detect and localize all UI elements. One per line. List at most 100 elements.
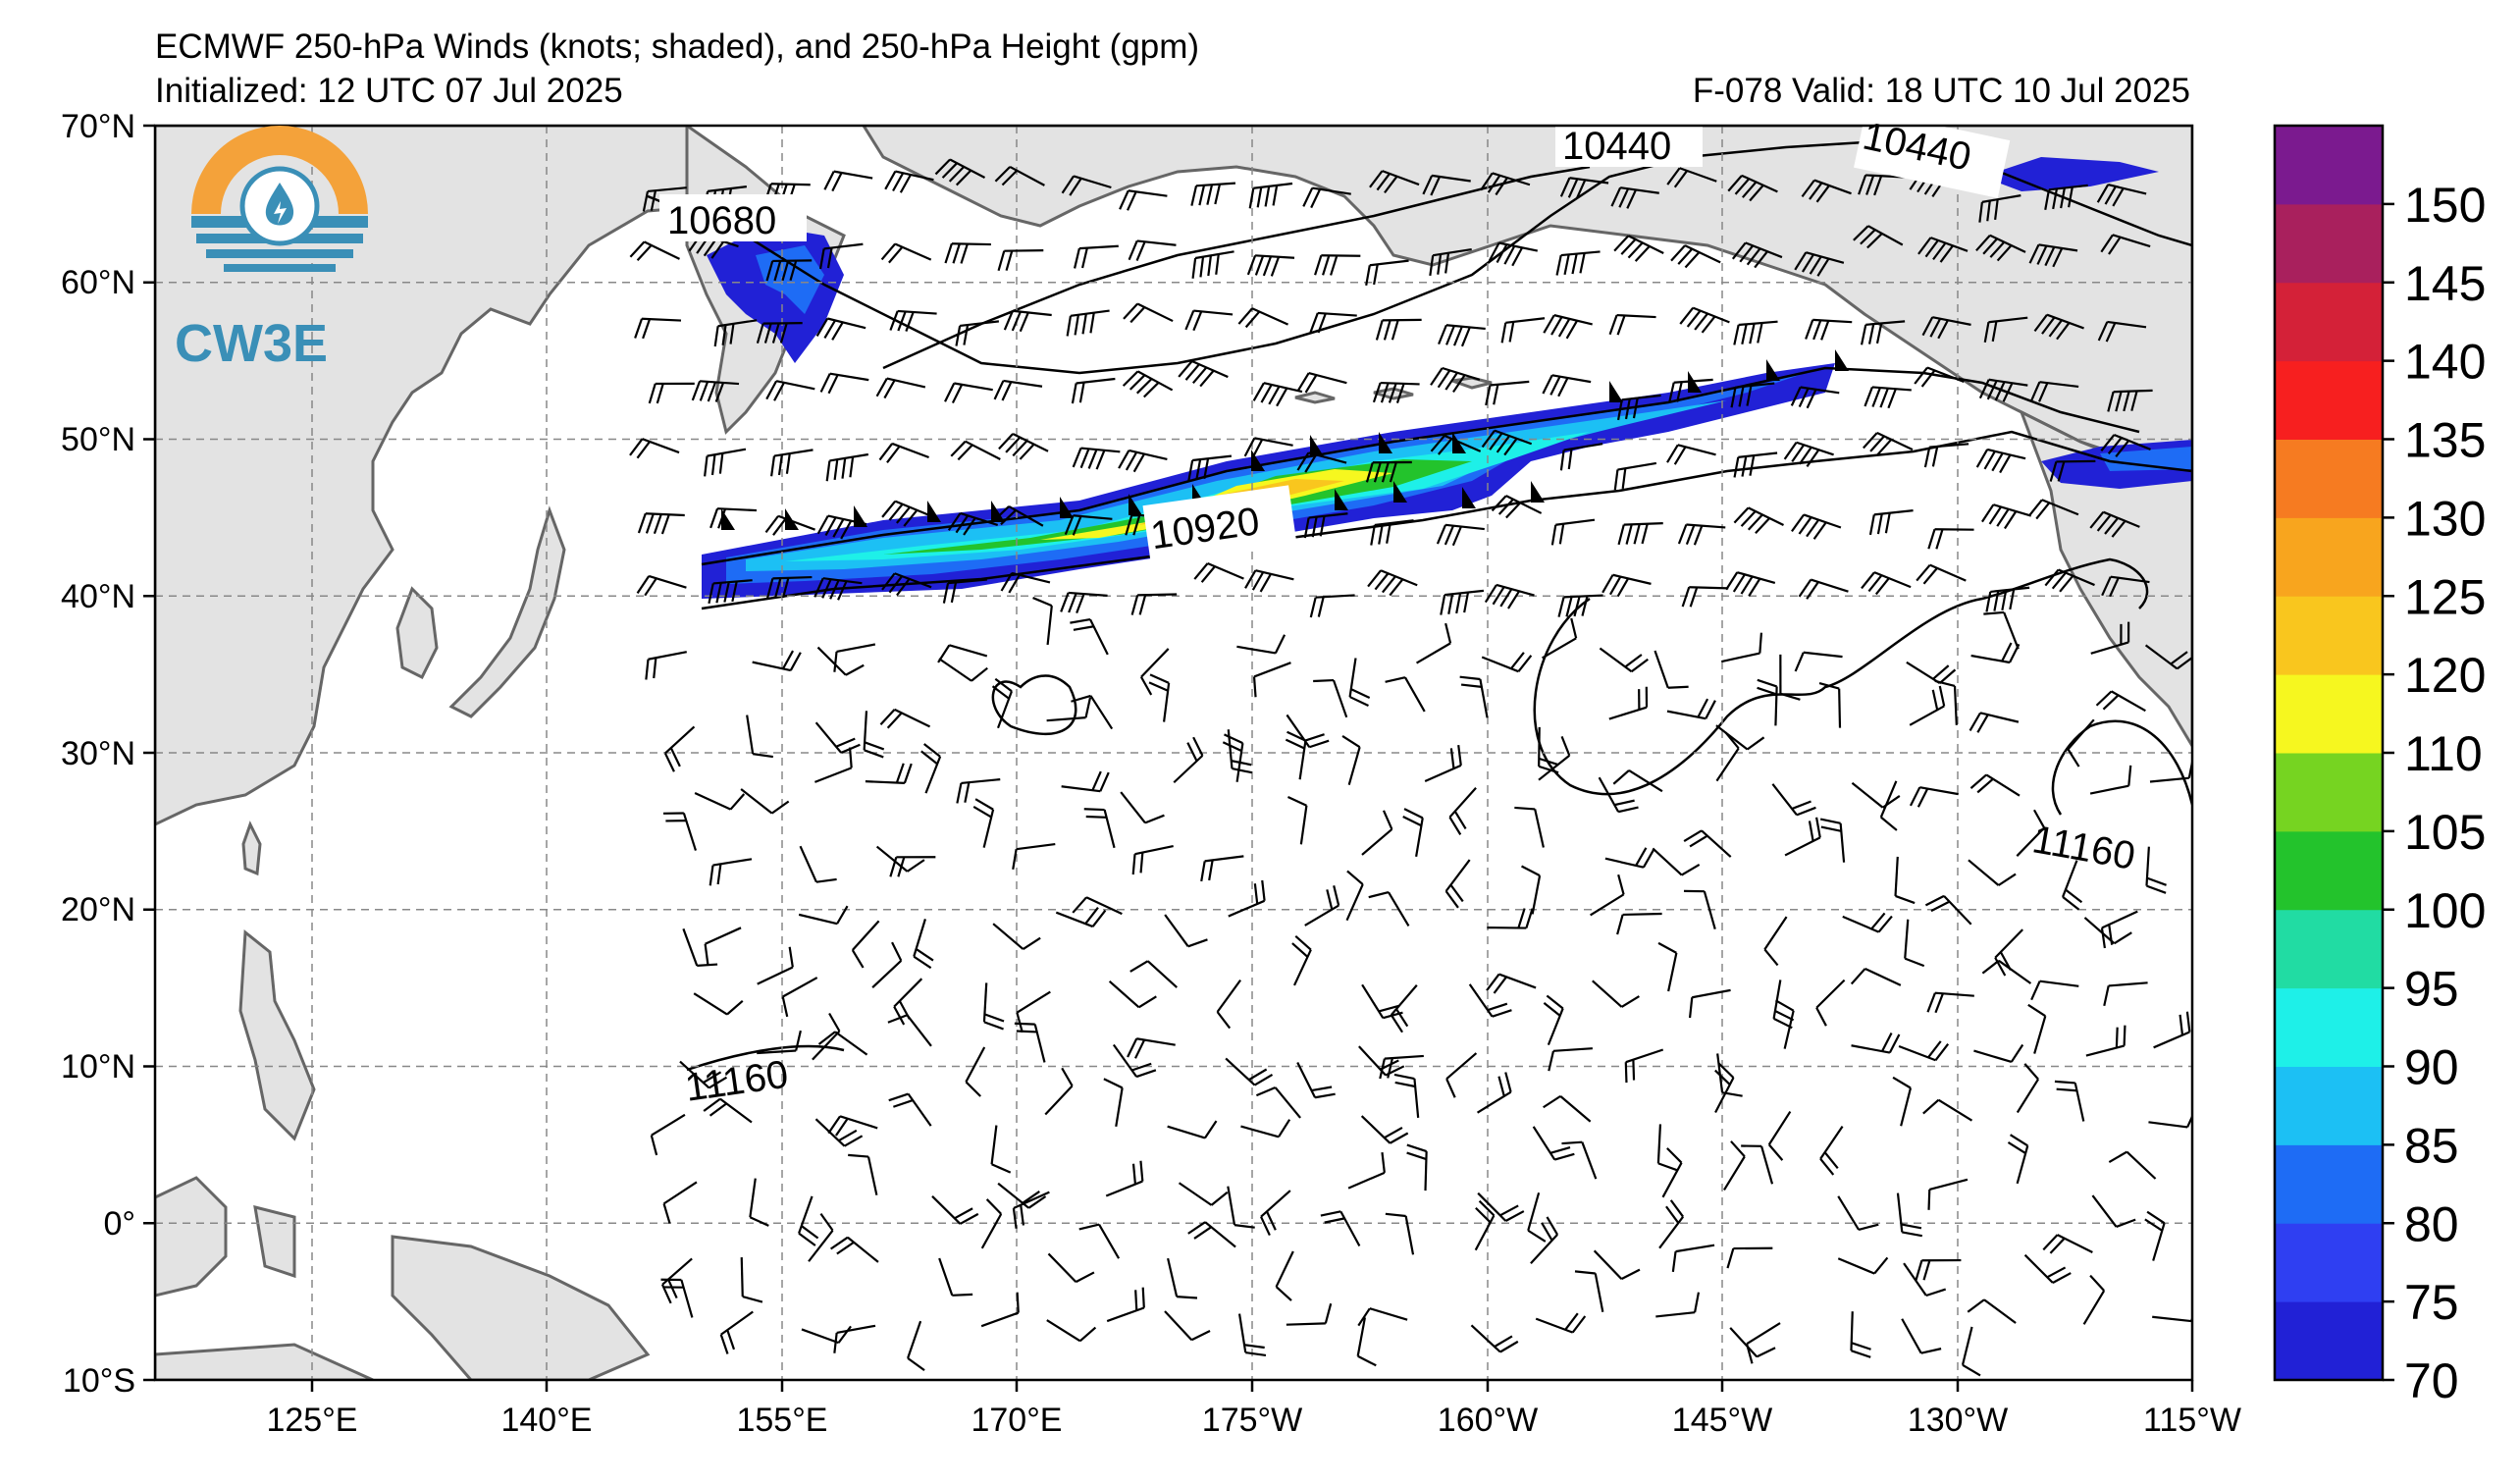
wind-barb [1345, 870, 1364, 922]
wind-barb [781, 977, 818, 1018]
wind-barb [1532, 1126, 1575, 1161]
wind-barb [1969, 773, 2021, 797]
wind-barb [740, 788, 790, 815]
wind-barb [1661, 1147, 1683, 1198]
wind-barb [1167, 1257, 1198, 1299]
wind-barb [2103, 981, 2148, 1007]
australia-landmass [155, 1343, 374, 1380]
wind-barb [637, 512, 685, 535]
wind-barb [740, 1257, 763, 1303]
wind-barb [1975, 234, 2026, 262]
wind-barb [833, 643, 876, 672]
wind-barb [1858, 174, 1906, 196]
wind-barb [1000, 571, 1051, 594]
wind-barb [881, 572, 932, 597]
wind-barb [2089, 510, 2140, 538]
wind-barb [708, 579, 753, 605]
wind-barb [1733, 320, 1778, 345]
wind-barb [808, 1213, 834, 1262]
wind-barb [871, 941, 903, 988]
wind-barb [1714, 1062, 1735, 1114]
wind-barb [1978, 194, 2021, 223]
wind-barb [1430, 366, 1481, 394]
cw3e-logo: CW3E [175, 126, 368, 373]
wind-barb [1173, 736, 1204, 784]
wind-barb [1784, 817, 1821, 857]
wind-barb [1559, 177, 1609, 199]
wind-barb [1123, 302, 1174, 324]
wind-barb [1105, 1160, 1144, 1197]
wind-barb [1896, 1192, 1923, 1238]
wind-barb [1666, 444, 1716, 465]
wind-barb [1593, 1249, 1641, 1281]
wind-barb [1655, 1292, 1701, 1318]
wind-barb [719, 1310, 754, 1354]
wind-barb [713, 319, 758, 347]
wind-barb [1385, 1212, 1415, 1255]
wind-barb [1715, 724, 1765, 751]
wind-barb [815, 317, 866, 341]
lat-label: 20°N [61, 891, 135, 928]
wind-barb [1216, 979, 1241, 1030]
wind-barb [907, 1320, 925, 1371]
wind-barb [2096, 184, 2147, 207]
map-content [155, 126, 2192, 1380]
wind-barb [1436, 523, 1485, 547]
wind-barb [994, 165, 1045, 186]
wind-barb [1616, 912, 1662, 935]
wind-barb [1892, 1076, 1913, 1127]
wind-barb [1255, 1086, 1301, 1119]
lat-label: 50°N [61, 421, 135, 458]
wind-barb [662, 1181, 698, 1224]
wind-barb [1733, 451, 1778, 478]
wind-barb [991, 677, 1014, 729]
wind-barb [998, 433, 1049, 460]
wind-barb [1486, 973, 1537, 994]
colorbar-segment [2275, 282, 2383, 362]
wind-barb [1260, 1190, 1291, 1237]
colorbar-tick-label: 145 [2404, 256, 2486, 311]
wind-barb [1083, 808, 1116, 849]
wind-barb [1981, 503, 2032, 530]
wind-barb [1302, 186, 1351, 209]
wind-barb-pennant [1335, 489, 1348, 510]
wind-barb [1592, 980, 1640, 1008]
wind-barb [1543, 1094, 1592, 1123]
wind-barb [1624, 1048, 1664, 1084]
wind-barb [955, 320, 1000, 346]
wind-barb [881, 500, 932, 527]
wind-barb [2030, 980, 2079, 1001]
wind-barb [1561, 1140, 1598, 1180]
lon-label: 170°E [971, 1402, 1062, 1439]
wind-barb [691, 380, 740, 402]
wind-barb [818, 242, 864, 270]
wind-barb [1727, 174, 1778, 202]
wind-barb [1968, 859, 2017, 886]
wind-barb [942, 578, 987, 604]
wind-barb [2100, 433, 2151, 457]
wind-barb [1286, 1302, 1333, 1326]
colorbar-segment [2275, 1301, 2383, 1381]
wind-barb [934, 158, 986, 186]
wind-barb [1078, 1223, 1121, 1259]
wind-barb [1296, 1061, 1336, 1099]
colorbar-segment [2275, 674, 2383, 754]
wind-barb [1390, 984, 1418, 1033]
wind-barb [1003, 309, 1052, 333]
wind-barb [1514, 806, 1545, 848]
wind-barb [709, 858, 753, 886]
land-masses [155, 126, 2192, 1380]
wind-barb [827, 1115, 878, 1137]
new-guinea-landmass [391, 1235, 651, 1380]
wind-barb [1837, 1256, 1889, 1275]
colorbar-segment [2275, 909, 2383, 989]
colorbar-tick-label: 100 [2404, 883, 2486, 938]
wind-barb [1612, 769, 1663, 793]
wind-barb [679, 1060, 728, 1089]
wind-barb [1119, 189, 1168, 211]
wind-barb [1112, 1043, 1157, 1079]
wind-barb [1721, 632, 1763, 663]
wind-barb [2044, 568, 2095, 593]
wind-barb [814, 577, 863, 601]
wind-barb [2100, 234, 2151, 255]
